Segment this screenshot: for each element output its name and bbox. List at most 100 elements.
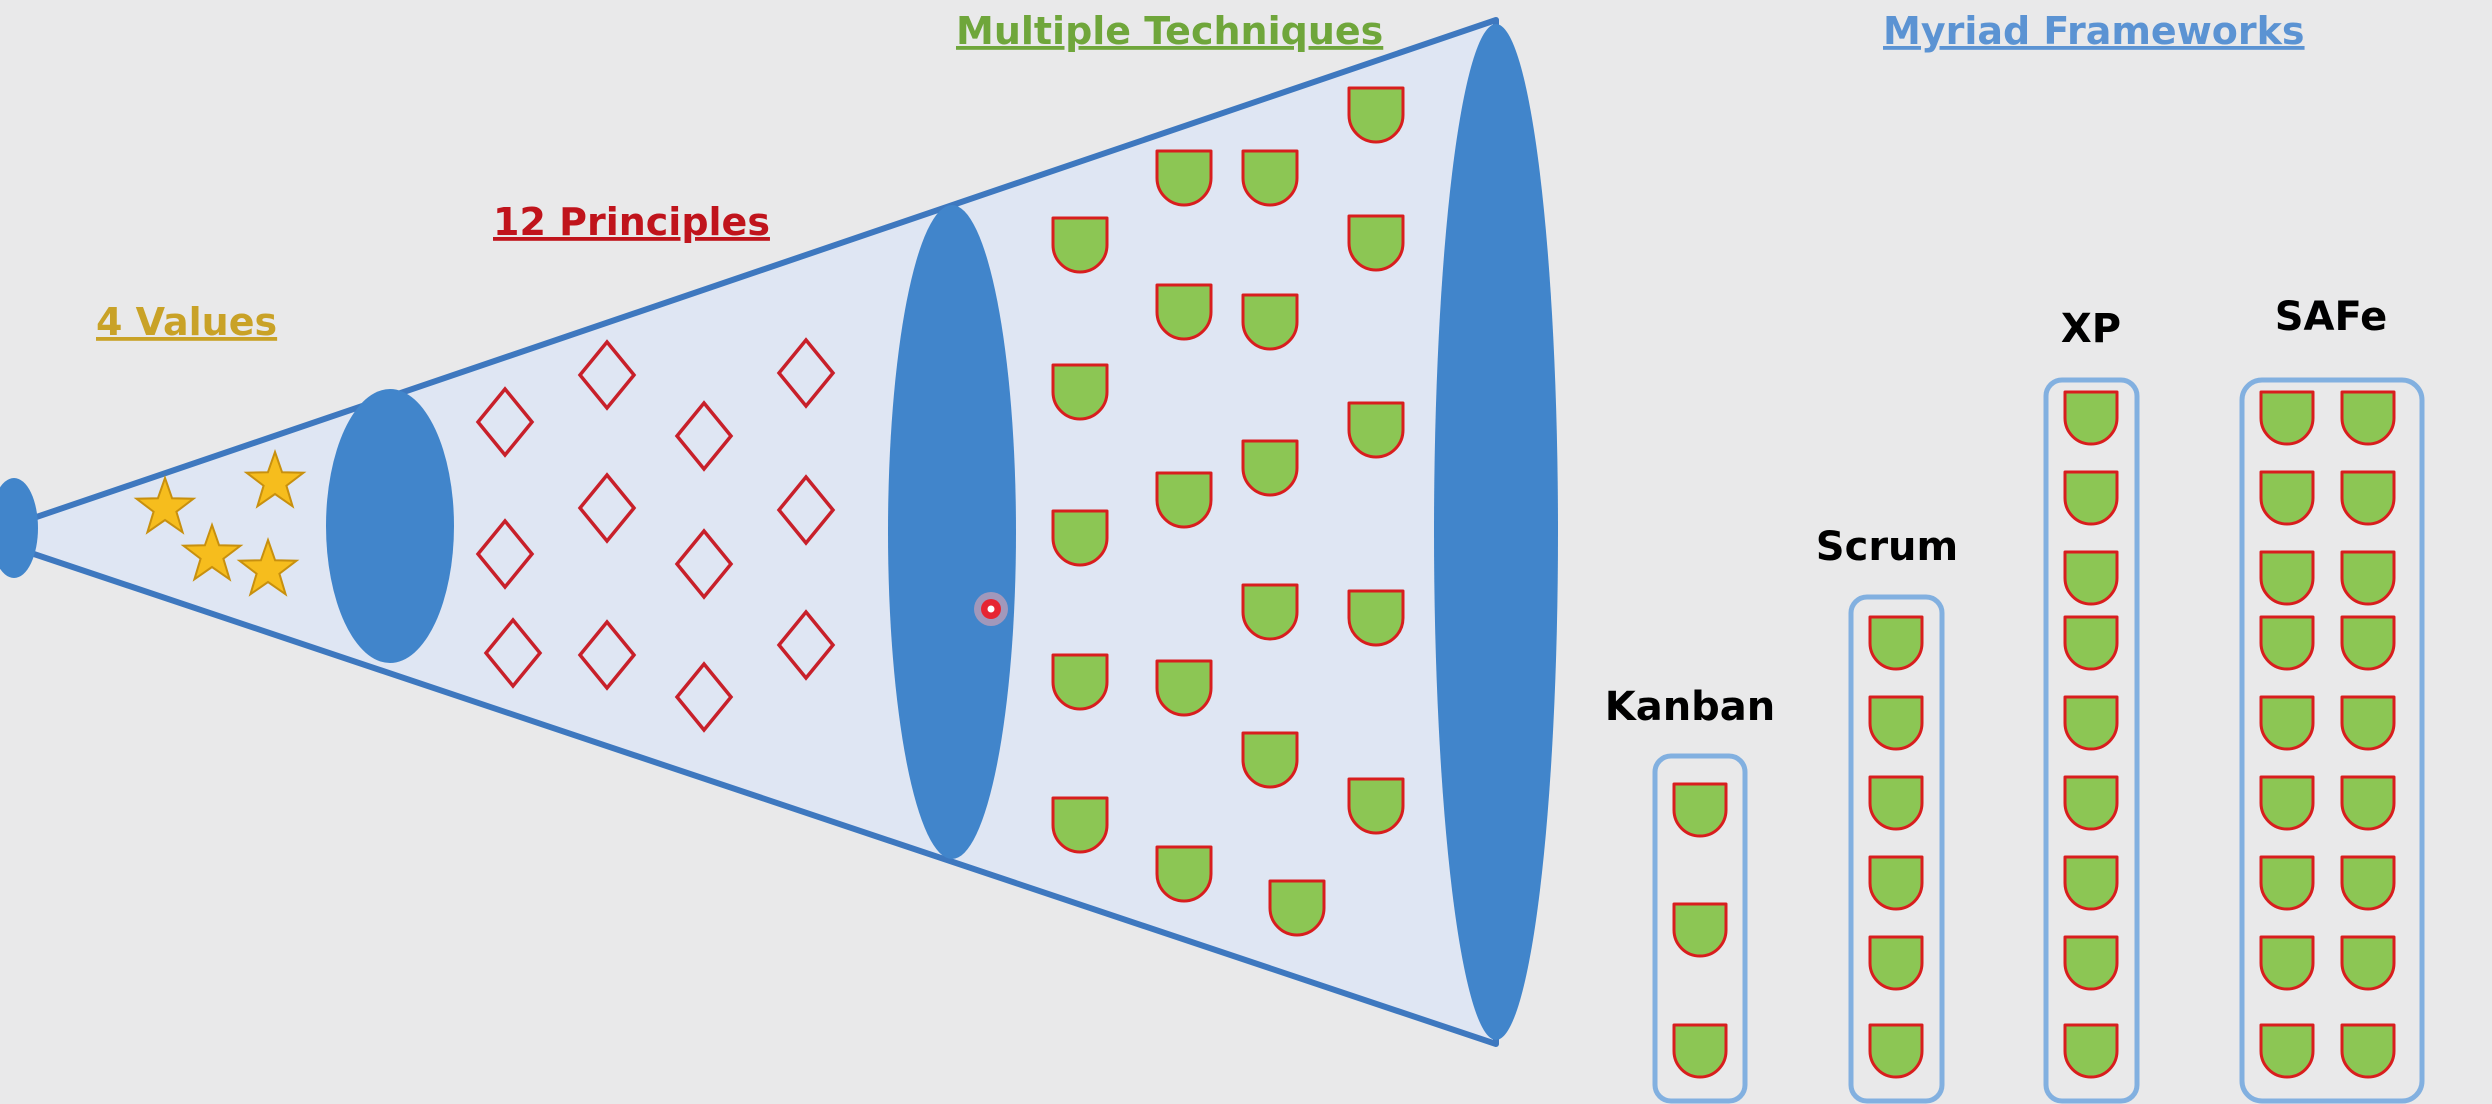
teardrop-icon (2063, 695, 2119, 751)
teardrop-icon (1051, 796, 1109, 854)
teardrop-icon (2340, 550, 2396, 606)
techniques-title: Multiple Techniques (956, 9, 1383, 53)
diamond-icon (776, 474, 836, 546)
teardrop-icon (1155, 283, 1213, 341)
diamond-icon (674, 400, 734, 472)
teardrop-icon (1347, 214, 1405, 272)
teardrop-icon (2340, 615, 2396, 671)
teardrop-icon (1672, 902, 1728, 958)
framework-box-kanban (1652, 753, 1748, 1104)
teardrop-icon (2063, 550, 2119, 606)
teardrop-icon (1241, 439, 1299, 497)
star-icon (243, 448, 307, 509)
teardrop-icon (1241, 149, 1299, 207)
teardrop-icon (2340, 390, 2396, 446)
framework-kanban: Kanban (1605, 684, 1776, 1104)
teardrop-icon (1347, 589, 1405, 647)
teardrop-icon (1868, 935, 1924, 991)
teardrop-icon (1268, 879, 1326, 937)
teardrop-icon (1868, 615, 1924, 671)
diamond-icon (577, 619, 637, 691)
framework-xp: XP (2043, 306, 2140, 1104)
funnel-mouth-ellipse (1434, 24, 1558, 1040)
diamond-icon (674, 661, 734, 733)
diamond-icon (577, 472, 637, 544)
diamond-icon (577, 339, 637, 411)
values-title: 4 Values (96, 300, 277, 344)
teardrop-icon (2340, 935, 2396, 991)
teardrop-icon (2063, 470, 2119, 526)
teardrop-icon (2259, 695, 2315, 751)
diamond-icon (475, 518, 535, 590)
framework-box-safe (2239, 377, 2425, 1104)
teardrop-icon (1868, 695, 1924, 751)
teardrop-icon (1868, 775, 1924, 831)
teardrop-icon (1241, 731, 1299, 789)
teardrop-icon (1155, 845, 1213, 903)
teardrop-icon (1672, 1023, 1728, 1079)
teardrop-icon (2063, 390, 2119, 446)
star-icon (236, 536, 300, 597)
star-icon (133, 474, 197, 535)
teardrop-icon (1155, 471, 1213, 529)
teardrop-icon (2340, 695, 2396, 751)
teardrop-icon (1672, 782, 1728, 838)
laser-pointer-icon (974, 592, 1008, 626)
teardrop-icon (1347, 401, 1405, 459)
teardrop-icon (1347, 777, 1405, 835)
teardrop-icon (2259, 550, 2315, 606)
teardrop-icon (2063, 615, 2119, 671)
teardrop-icon (2340, 855, 2396, 911)
framework-scrum: Scrum (1816, 524, 1958, 1104)
teardrop-icon (1051, 216, 1109, 274)
star-icon (180, 521, 244, 582)
teardrop-icon (2259, 1023, 2315, 1079)
xp-drop-group (2063, 390, 2119, 1079)
teardrop-icon (2259, 390, 2315, 446)
framework-label-safe: SAFe (2275, 294, 2388, 340)
teardrop-icon (1051, 653, 1109, 711)
teardrop-icon (1155, 659, 1213, 717)
teardrop-icon (1868, 855, 1924, 911)
framework-box-scrum (1848, 594, 1945, 1104)
framework-safe: SAFe (2239, 294, 2425, 1104)
values-ring-ellipse (326, 389, 454, 663)
teardrop-icon (1868, 1023, 1924, 1079)
teardrop-icon (1241, 583, 1299, 641)
principles-diamond-group (475, 337, 836, 733)
teardrop-icon (2340, 470, 2396, 526)
framework-label-xp: XP (2061, 306, 2121, 352)
teardrop-icon (1347, 86, 1405, 144)
framework-label-kanban: Kanban (1605, 684, 1776, 730)
teardrop-icon (2340, 775, 2396, 831)
scrum-drop-group (1868, 615, 1924, 1079)
teardrop-icon (2259, 775, 2315, 831)
teardrop-icon (1051, 509, 1109, 567)
teardrop-icon (2063, 935, 2119, 991)
diamond-icon (674, 528, 734, 600)
diamond-icon (483, 617, 543, 689)
teardrop-icon (2063, 1023, 2119, 1079)
teardrop-icon (2340, 1023, 2396, 1079)
teardrop-icon (2259, 470, 2315, 526)
teardrop-icon (1051, 363, 1109, 421)
principles-ring-ellipse (888, 205, 1016, 859)
funnel-tip-ellipse (0, 478, 38, 578)
techniques-drop-group (1051, 86, 1405, 937)
principles-title: 12 Principles (493, 200, 770, 244)
diamond-icon (475, 386, 535, 458)
teardrop-icon (2063, 775, 2119, 831)
teardrop-icon (1155, 149, 1213, 207)
frameworks-title: Myriad Frameworks (1883, 9, 2305, 53)
teardrop-icon (2259, 855, 2315, 911)
teardrop-icon (2259, 935, 2315, 991)
teardrop-icon (1241, 293, 1299, 351)
values-star-group (133, 448, 307, 597)
kanban-drop-group (1672, 782, 1728, 1079)
safe-drop-group (2259, 390, 2396, 1079)
framework-label-scrum: Scrum (1816, 524, 1958, 570)
diamond-icon (776, 609, 836, 681)
teardrop-icon (2259, 615, 2315, 671)
framework-box-xp (2043, 377, 2140, 1104)
